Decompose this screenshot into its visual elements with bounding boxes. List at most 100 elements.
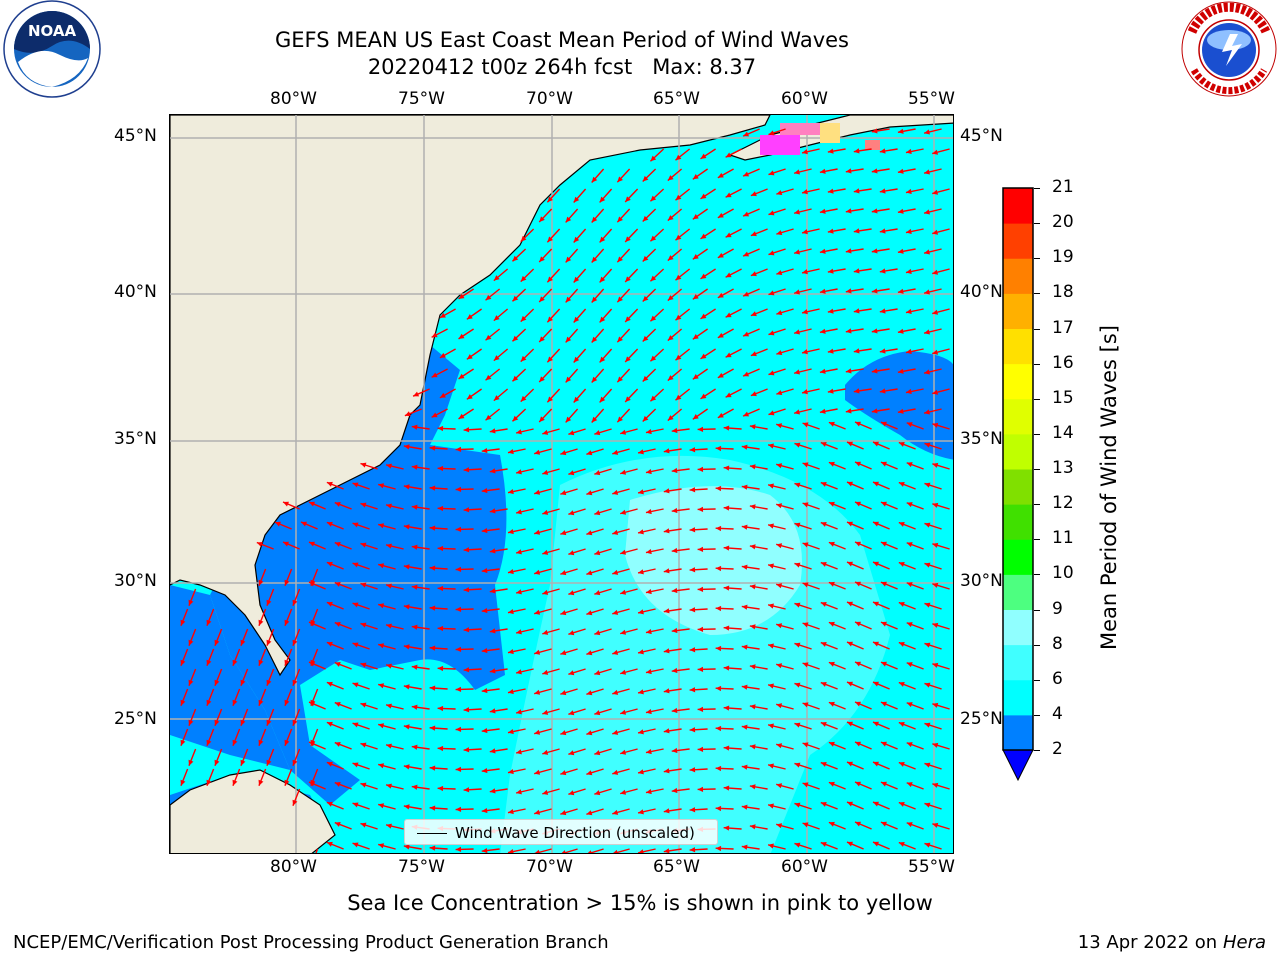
wind-arrow-head [671, 467, 678, 474]
wind-arrow-head [481, 847, 488, 853]
colorbar-under-extension [1002, 749, 1034, 782]
wind-arrow-head [638, 729, 644, 735]
wind-arrow-head [932, 389, 939, 395]
wind-arrow-head [879, 308, 886, 314]
wind-arrow-head [458, 333, 465, 339]
wind-arrow-head [741, 804, 748, 810]
wind-arrow-head [481, 647, 488, 654]
wind-arrow-head [905, 388, 912, 395]
wind-arrow-head [671, 747, 678, 754]
wind-arrow-head [671, 507, 678, 514]
wind-arrow-head [879, 188, 886, 194]
wind-arrow-head [846, 441, 853, 447]
wind-arrow-head [455, 686, 462, 692]
wind-arrow-head [625, 276, 631, 283]
wind-arrow-head [463, 467, 470, 473]
wind-arrow-head [180, 619, 186, 626]
wind-arrow-head [663, 488, 670, 494]
lon-label-bottom-80w: 80°W [270, 857, 317, 877]
wind-arrow-head [455, 566, 462, 572]
colorbar-segment [1003, 258, 1033, 294]
wind-arrow-head [879, 348, 886, 354]
wind-arrow-head [723, 545, 730, 551]
lon-label-bottom-65w: 65°W [653, 857, 700, 877]
wind-arrow-head [743, 411, 750, 417]
wind-arrow-head [880, 461, 887, 467]
wind-arrow-head [880, 741, 887, 747]
lat-label-right-25n: 25°N [960, 709, 1003, 729]
wind-arrow-head [386, 543, 392, 549]
wind-arrow-head [240, 639, 246, 646]
wind-arrow-head [429, 765, 436, 771]
wind-arrow-head [292, 639, 298, 646]
wind-arrow-head [932, 622, 939, 628]
wind-arrow-head [620, 589, 627, 595]
colorbar-outline [1002, 187, 1034, 751]
wind-arrow-head [586, 690, 593, 696]
wind-arrow-head [507, 848, 514, 853]
wind-arrow-head [723, 825, 730, 831]
wind-arrow-head [612, 489, 619, 495]
colorbar-tick-mark [1034, 679, 1040, 681]
wind-arrow-head [924, 562, 931, 568]
wind-arrow-head [845, 328, 852, 334]
wind-arrow-head [599, 276, 606, 283]
wind-arrow-head [794, 602, 801, 608]
wind-arrow-head [794, 442, 801, 448]
map-panel[interactable] [169, 114, 954, 854]
colorbar-segment [1003, 539, 1033, 575]
wind-arrow-head [924, 329, 930, 335]
wind-arrow-head [463, 787, 470, 793]
colorbar-segment [1003, 644, 1033, 681]
wind-arrow-head [334, 742, 341, 747]
wind-arrow-head [650, 395, 657, 402]
wind-arrow-head [776, 823, 783, 829]
colorbar-tick-mark [1034, 714, 1040, 716]
wind-arrow-head [594, 590, 601, 596]
wind-arrow-head [871, 288, 878, 294]
wind-arrow-head [308, 581, 315, 587]
wind-arrow-head [431, 412, 438, 418]
wind-arrow-head [689, 847, 696, 853]
wind-arrow-head [439, 352, 446, 358]
wind-arrow-head [776, 623, 783, 629]
wind-arrow-head [542, 629, 549, 635]
colorbar-tick-mark [1034, 469, 1040, 470]
wind-arrow-head [871, 128, 878, 134]
wind-arrow-head [411, 664, 418, 670]
wind-arrow-head [650, 195, 657, 202]
wind-arrow-head [620, 469, 627, 475]
colorbar-tick-label: 13 [1052, 458, 1074, 478]
wind-arrow-head [768, 563, 774, 569]
wind-arrow-head [266, 599, 272, 606]
wind-arrow-head [880, 541, 887, 547]
wind-arrow-head [411, 504, 418, 510]
wind-arrow-head [560, 650, 567, 656]
wind-arrow-head [463, 747, 470, 753]
wind-arrow-head [906, 742, 913, 748]
wind-arrow-head [667, 175, 674, 181]
wind-arrow-head [645, 788, 652, 795]
wind-arrow-head [586, 650, 593, 656]
wind-arrow-head [594, 670, 601, 676]
wind-arrow-head [534, 849, 540, 853]
colorbar-tick-mark [1034, 644, 1040, 646]
wind-arrow-head [180, 779, 186, 786]
wind-arrow-head [700, 153, 707, 159]
wind-arrow [588, 848, 604, 853]
wind-arrow-head [855, 621, 862, 627]
wind-arrow-head [378, 603, 385, 609]
wind-arrow-head [897, 328, 904, 334]
wind-arrow-head [284, 739, 290, 746]
wind-arrow-head [573, 396, 580, 403]
wind-arrow-head [697, 706, 704, 712]
wind-arrow-head [749, 824, 756, 830]
wind-arrow-head [206, 779, 212, 786]
wind-arrow-head [717, 252, 724, 258]
wind-arrow-head [749, 584, 756, 590]
wind-arrow-head [378, 683, 385, 689]
wind-arrow-head [534, 689, 541, 695]
wind-arrow-head [819, 368, 826, 374]
wind-arrow-head [776, 350, 783, 356]
wind-arrow-head [689, 567, 696, 573]
